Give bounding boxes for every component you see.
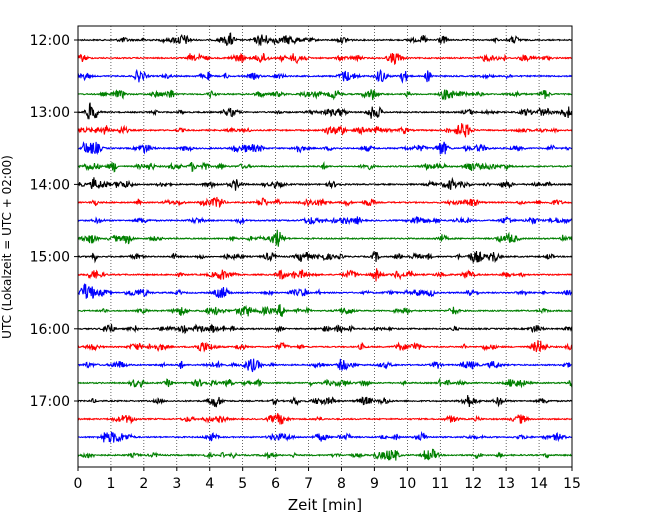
trace-line	[77, 160, 573, 173]
trace-line	[77, 394, 573, 408]
trace-line	[77, 123, 573, 138]
trace-line	[77, 250, 573, 264]
y-axis-title: UTC (Lokalzeit = UTC + 02:00)	[0, 155, 14, 339]
trace-line	[77, 141, 573, 155]
trace-line	[77, 32, 573, 47]
trace-line	[77, 358, 573, 373]
trace-line	[77, 89, 573, 101]
x-tick-label: 14	[530, 476, 548, 492]
x-tick-label: 9	[370, 476, 379, 492]
x-axis: 0 1 2 3 4 5 6 7 8 9 10 11 12 13 14 15	[74, 467, 581, 492]
trace-line	[77, 216, 573, 226]
x-tick-label: 2	[139, 476, 148, 492]
trace-line	[77, 304, 573, 318]
trace-line	[77, 282, 573, 299]
trace-line	[77, 229, 573, 247]
trace-line	[77, 413, 573, 425]
y-tick-label: 16:00	[30, 322, 70, 338]
x-tick-label: 0	[74, 476, 83, 492]
trace-line	[77, 448, 573, 461]
y-tick-label: 14:00	[30, 177, 70, 193]
trace-line	[77, 176, 573, 191]
x-tick-label: 5	[238, 476, 247, 492]
x-tick-label: 15	[563, 476, 581, 492]
x-tick-label: 10	[398, 476, 416, 492]
trace-line	[77, 430, 573, 444]
x-tick-label: 12	[464, 476, 482, 492]
x-tick-label: 11	[431, 476, 449, 492]
y-tick-label: 12:00	[30, 33, 70, 49]
x-tick-label: 1	[106, 476, 115, 492]
trace-line	[77, 340, 573, 353]
x-tick-label: 8	[337, 476, 346, 492]
trace-line	[77, 102, 573, 120]
y-axis: 12:00 13:00 14:00 15:00 16:00 17:00	[30, 33, 78, 410]
x-tick-label: 7	[304, 476, 313, 492]
trace-line	[77, 377, 573, 389]
y-tick-label: 17:00	[30, 394, 70, 410]
x-tick-label: 6	[271, 476, 280, 492]
trace-line	[77, 196, 573, 209]
y-tick-label: 13:00	[30, 105, 70, 121]
y-tick-label: 15:00	[30, 250, 70, 266]
trace-line	[77, 323, 573, 335]
x-axis-title: Zeit [min]	[288, 496, 362, 514]
x-tick-label: 3	[172, 476, 181, 492]
x-tick-label: 4	[205, 476, 214, 492]
trace-line	[77, 52, 573, 66]
x-tick-label: 13	[497, 476, 515, 492]
plot-frame	[77, 25, 573, 468]
trace-line	[77, 68, 573, 84]
trace-line	[77, 268, 573, 282]
trace-group	[77, 32, 573, 461]
